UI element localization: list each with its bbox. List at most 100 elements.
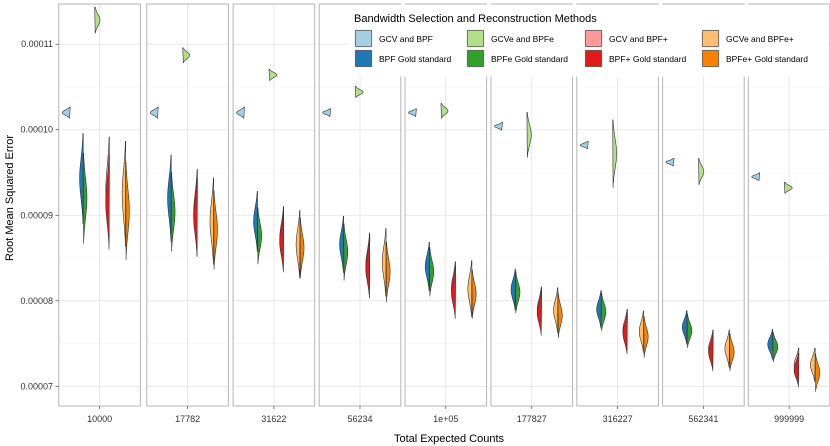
violin-gcve-and-bpfe bbox=[526, 111, 532, 158]
violin-bpf-gold-standard bbox=[793, 352, 800, 388]
violin-gcve-and-bpfe- bbox=[381, 228, 387, 297]
y-tick-label: 0.00007 bbox=[20, 381, 53, 391]
violin-bpf-gold-standard bbox=[79, 133, 84, 224]
legend-swatch bbox=[702, 30, 719, 47]
violin-gcve-and-bpfe- bbox=[121, 140, 127, 247]
violin-gcve-and-bpfe- bbox=[553, 287, 559, 334]
violin-bpfe-gold-standard bbox=[515, 271, 521, 314]
violin-bpfe-gold-standard bbox=[385, 241, 391, 303]
legend-label: BPF Gold standard bbox=[379, 54, 452, 64]
violin-gcv-and-bpf bbox=[579, 140, 589, 150]
violin-bpfe-gold-standard bbox=[729, 332, 735, 372]
legend-swatch bbox=[585, 30, 602, 47]
violin-bpfe-gold-standard bbox=[213, 189, 218, 270]
violin-gcve-and-bpfe- bbox=[209, 177, 215, 265]
violin-bpfe-gold-standard bbox=[429, 246, 435, 297]
violin-gcv-and-bpf bbox=[236, 106, 245, 119]
x-tick-label: 31622 bbox=[261, 414, 286, 424]
violin-gcv-and-bpf bbox=[322, 108, 331, 117]
x-tick-label: 177827 bbox=[517, 414, 547, 424]
violin-bpfe-gold-standard bbox=[814, 353, 821, 392]
violin-bpf-gold-standard bbox=[451, 265, 456, 319]
violin-bpf-gold-standard bbox=[365, 237, 371, 299]
violin-bpf-gold-standard bbox=[193, 177, 198, 257]
x-tick-label: 562341 bbox=[688, 414, 718, 424]
violin-marks bbox=[61, 6, 821, 392]
violin-gcve-and-bpfe- bbox=[638, 310, 645, 353]
violin-gcve-and-bpfe bbox=[440, 103, 449, 119]
legend-entry: BPF Gold standard bbox=[354, 49, 452, 68]
y-tick-label: 0.00011 bbox=[21, 39, 53, 49]
violin-gcv-and-bpf bbox=[61, 106, 71, 119]
violin-gcv-and-bpf bbox=[665, 157, 675, 167]
violin-bpf-gold-standard bbox=[105, 155, 110, 250]
legend: Bandwidth Selection and Reconstruction M… bbox=[348, 4, 828, 77]
violin-bpfe-gold-standard bbox=[686, 313, 693, 348]
violin-gcve-and-bpfe bbox=[698, 158, 705, 186]
violin-gcv-and-bpf bbox=[751, 172, 761, 182]
violin-bpfe-gold-standard bbox=[643, 315, 649, 358]
legend-label: GCV and BPF bbox=[379, 34, 433, 44]
violin-bpfe-gold-standard bbox=[299, 217, 305, 279]
violin-bpf-gold-standard bbox=[622, 312, 628, 355]
y-tick-label: 0.00010 bbox=[20, 125, 53, 135]
legend-swatch bbox=[467, 50, 484, 67]
violin-bpfe-gold-standard bbox=[170, 172, 176, 252]
legend-label: BPFe+ Gold standard bbox=[726, 54, 808, 64]
legend-swatch bbox=[355, 30, 372, 47]
legend-entry: GCVe and BPFe bbox=[466, 29, 554, 48]
legend-entry: GCVe and BPFe+ bbox=[701, 29, 794, 48]
legend-label: GCVe and BPFe bbox=[491, 34, 554, 44]
violin-gcve-and-bpfe bbox=[612, 119, 617, 188]
x-tick-label: 10000 bbox=[87, 414, 112, 424]
violin-bpf-gold-standard bbox=[253, 190, 258, 252]
violin-bpfe-gold-standard bbox=[125, 161, 130, 261]
violin-bpf-gold-standard bbox=[424, 241, 430, 292]
violin-gcve-and-bpfe bbox=[354, 86, 364, 99]
legend-label: BPFe Gold standard bbox=[491, 54, 568, 64]
x-tick-label: 316227 bbox=[603, 414, 633, 424]
x-tick-label: 17782 bbox=[175, 414, 200, 424]
x-axis-title: Total Expected Counts bbox=[394, 433, 505, 445]
violin-gcv-and-bpf bbox=[494, 122, 503, 131]
violin-gcve-and-bpfe- bbox=[724, 329, 730, 368]
legend-entry: BPF+ Gold standard bbox=[584, 49, 687, 68]
legend-label: BPF+ Gold standard bbox=[609, 54, 687, 64]
legend-title: Bandwidth Selection and Reconstruction M… bbox=[354, 13, 597, 25]
violin-gcve-and-bpfe bbox=[182, 47, 191, 64]
x-tick-label: 999999 bbox=[774, 414, 804, 424]
violin-bpfe-gold-standard bbox=[471, 269, 477, 319]
y-axis: 0.00007 0.00008 0.00009 0.00010 0.00011 bbox=[20, 39, 59, 391]
violin-gcve-and-bpfe bbox=[268, 69, 278, 81]
violin-bpf-gold-standard bbox=[536, 289, 542, 336]
violin-gcve-and-bpfe- bbox=[295, 210, 301, 279]
legend-label: GCV and BPF+ bbox=[609, 34, 668, 44]
y-tick-label: 0.00008 bbox=[20, 296, 53, 306]
violin-bpfe-gold-standard bbox=[343, 223, 349, 281]
violin-bpf-gold-standard bbox=[767, 329, 774, 360]
legend-entry: GCV and BPF+ bbox=[584, 29, 668, 48]
violin-gcv-and-bpf bbox=[149, 106, 159, 119]
violin-bpf-gold-standard bbox=[681, 310, 688, 345]
x-tick-label: 56234 bbox=[347, 414, 372, 424]
violin-bpfe-gold-standard bbox=[557, 292, 563, 339]
legend-entry: BPFe Gold standard bbox=[466, 49, 568, 68]
violin-bpf-gold-standard bbox=[510, 268, 516, 311]
legend-swatch bbox=[585, 50, 602, 67]
violin-bpf-gold-standard bbox=[279, 211, 284, 273]
x-tick-label: 1e+05 bbox=[433, 414, 458, 424]
legend-entry: GCV and BPF bbox=[354, 29, 433, 48]
y-tick-label: 0.00009 bbox=[20, 210, 53, 220]
violin-gcve-and-bpfe- bbox=[467, 260, 473, 318]
violin-gcve-and-bpfe- bbox=[810, 347, 816, 383]
violin-bpf-gold-standard bbox=[167, 154, 172, 242]
legend-entry: BPFe+ Gold standard bbox=[701, 49, 808, 68]
violin-bpf-gold-standard bbox=[596, 290, 602, 329]
legend-swatch bbox=[702, 50, 719, 67]
y-axis-title: Root Mean Squared Error bbox=[4, 135, 16, 261]
violin-bpf-gold-standard bbox=[708, 332, 714, 372]
violin-gcv-and-bpf bbox=[408, 108, 417, 117]
legend-label: GCVe and BPFe+ bbox=[726, 34, 794, 44]
violin-bpfe-gold-standard bbox=[772, 331, 779, 363]
